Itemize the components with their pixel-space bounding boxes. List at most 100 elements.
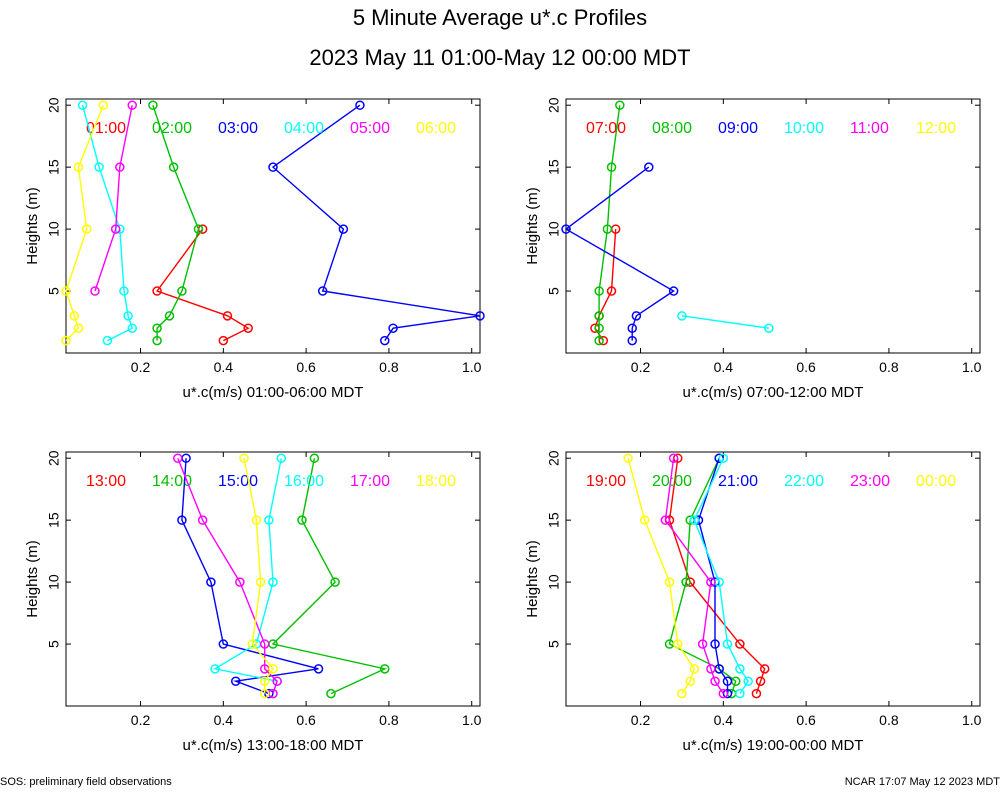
data-point	[606, 286, 617, 296]
x-axis-label: u*.c(m/s) 19:00-00:00 MDT	[683, 737, 864, 754]
x-tick-label: 0.6	[296, 712, 316, 728]
data-point	[338, 224, 349, 234]
data-point	[259, 688, 270, 699]
x-tick-label: 0.4	[214, 712, 234, 728]
x-tick-label: 0.8	[379, 712, 399, 728]
series-line-09:00	[564, 166, 675, 341]
x-tick-label: 1.0	[462, 712, 482, 728]
data-point	[268, 577, 278, 587]
legend-entry: 02:00	[152, 120, 192, 137]
data-point	[268, 162, 278, 172]
data-point	[722, 688, 733, 699]
data-point	[594, 286, 604, 296]
y-tick-label: 15	[546, 159, 562, 175]
x-tick-label: 0.4	[714, 359, 734, 375]
data-point	[251, 515, 262, 525]
data-point	[69, 311, 80, 321]
data-point	[247, 639, 258, 649]
chart-panel-4: 0.2 0.4 0.6 0.8 1.0 5 10 15 20 u*.c(m/s) 19:00-00…	[524, 450, 982, 754]
data-point	[615, 100, 625, 110]
data-point	[218, 639, 229, 649]
data-point	[602, 224, 613, 234]
x-tick-label: 1.0	[962, 712, 982, 728]
data-point	[722, 639, 733, 649]
data-point	[168, 162, 179, 172]
x-tick-label: 0.8	[379, 359, 399, 375]
data-point	[309, 453, 320, 463]
legend-entry: 09:00	[718, 120, 758, 137]
data-point	[152, 323, 162, 333]
data-point	[735, 639, 745, 649]
legend-entry: 13:00	[86, 473, 126, 490]
data-point	[239, 453, 249, 463]
data-point	[276, 453, 287, 463]
y-tick-label: 5	[546, 640, 562, 648]
data-point	[173, 453, 183, 463]
data-point	[681, 577, 691, 587]
x-tick-label: 1.0	[462, 359, 482, 375]
data-point	[264, 515, 274, 525]
x-tick-label: 0.2	[631, 359, 651, 375]
data-point	[677, 311, 687, 321]
data-point	[77, 100, 88, 110]
data-point	[475, 311, 485, 321]
data-point	[272, 676, 282, 686]
legend-entry: 04:00	[284, 120, 324, 137]
x-tick-label: 0.6	[296, 359, 316, 375]
data-point	[764, 323, 774, 333]
y-axis-label: Heights (m)	[524, 187, 541, 265]
data-point	[235, 577, 245, 587]
data-point	[73, 162, 84, 172]
x-axis-label: u*.c(m/s) 07:00-12:00 MDT	[683, 384, 864, 401]
data-point	[264, 688, 274, 699]
data-point	[102, 335, 113, 346]
data-point	[677, 688, 687, 699]
y-axis-label: Heights (m)	[24, 187, 41, 265]
x-tick-label: 1.0	[962, 359, 982, 375]
legend-entry: 18:00	[416, 473, 456, 490]
y-tick-label: 10	[46, 574, 62, 590]
y-tick-label: 10	[46, 221, 62, 237]
data-point	[210, 664, 220, 674]
data-point	[123, 311, 133, 321]
chart-panel-1: 0.2 0.4 0.6 0.8 1.0 5 10 15 20 u*.c(m/s) 01:00-06…	[24, 97, 485, 401]
y-tick-label: 5	[546, 287, 562, 295]
data-point	[751, 688, 762, 699]
data-point	[98, 100, 109, 110]
legend-entry: 11:00	[850, 120, 889, 137]
data-point	[355, 100, 365, 110]
data-point	[718, 453, 729, 463]
x-axis-label: u*.c(m/s) 01:00-06:00 MDT	[183, 384, 364, 401]
y-tick-label: 5	[46, 287, 62, 295]
chart-subtitle: 2023 May 11 01:00-May 12 00:00 MDT	[309, 45, 691, 70]
data-point	[594, 323, 604, 333]
data-point	[81, 224, 92, 234]
data-point	[664, 577, 675, 587]
legend-entry: 05:00	[350, 120, 390, 137]
series-line-02:00	[152, 104, 200, 341]
data-point	[297, 515, 307, 525]
x-tick-label: 0.6	[796, 359, 816, 375]
data-point	[710, 639, 720, 649]
y-tick-label: 10	[546, 574, 562, 590]
data-point	[90, 286, 100, 296]
data-point	[627, 323, 637, 333]
legend-entry: 21:00	[718, 473, 758, 490]
data-point	[722, 676, 733, 686]
data-point	[735, 688, 745, 699]
chart-panel-3: 0.2 0.4 0.6 0.8 1.0 5 10 15 20 u*.c(m/s) 13:00-18…	[24, 450, 482, 754]
data-point	[206, 577, 216, 587]
legend-entry: 20:00	[652, 473, 692, 490]
data-point	[152, 286, 162, 296]
data-point	[152, 335, 162, 346]
data-point	[61, 335, 71, 346]
data-point	[317, 286, 328, 296]
legend-entry: 23:00	[850, 473, 890, 490]
series-line-22:00	[693, 457, 750, 694]
x-tick-label: 0.4	[214, 359, 234, 375]
series-line-10:00	[681, 315, 769, 329]
data-point	[673, 453, 683, 463]
data-point	[639, 515, 650, 525]
series-line-08:00	[598, 105, 621, 341]
data-point	[594, 335, 604, 346]
